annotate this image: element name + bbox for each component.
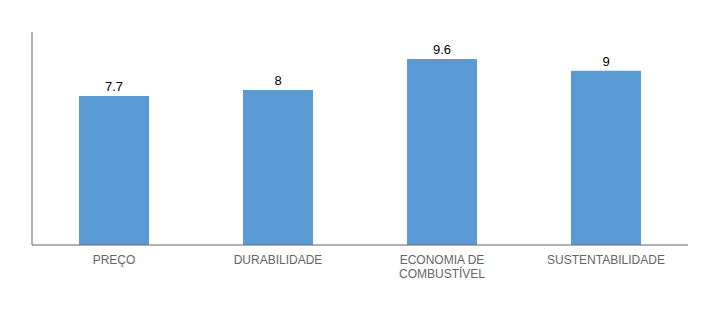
svg-text:7.7: 7.7 (105, 79, 123, 94)
svg-text:8: 8 (274, 73, 281, 88)
svg-text:PREÇO: PREÇO (93, 253, 136, 267)
svg-text:DURABILIDADE: DURABILIDADE (234, 253, 323, 267)
svg-text:9.6: 9.6 (433, 42, 451, 57)
svg-text:ECONOMIA DECOMBUSTÍVEL: ECONOMIA DECOMBUSTÍVEL (399, 253, 485, 281)
svg-text:9: 9 (602, 54, 609, 69)
svg-text:SUSTENTABILIDADE: SUSTENTABILIDADE (547, 253, 665, 267)
